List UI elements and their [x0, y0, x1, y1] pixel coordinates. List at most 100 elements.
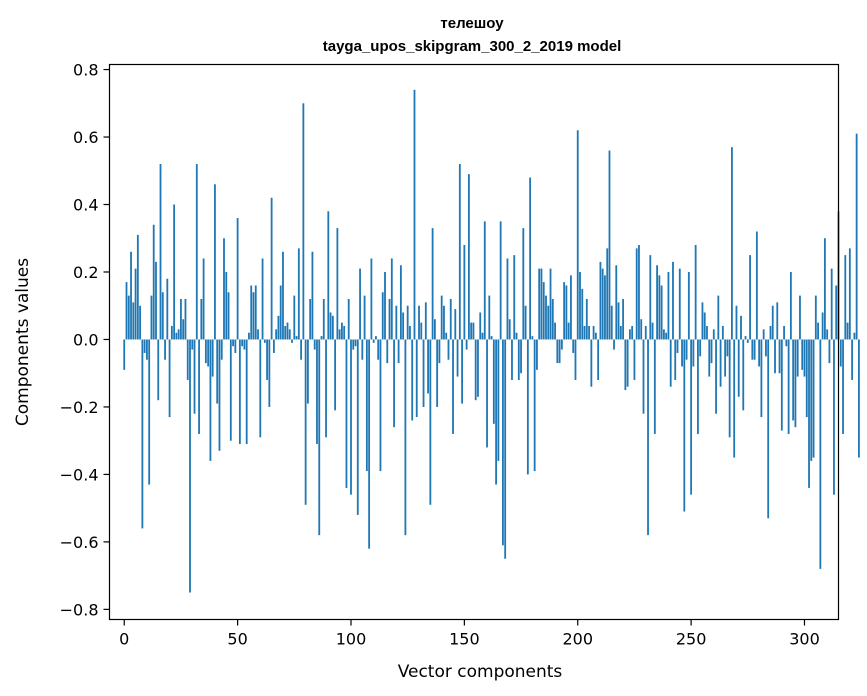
bar-59 — [257, 329, 259, 340]
bar-105 — [361, 339, 364, 360]
bar-179 — [529, 177, 532, 340]
y-tick-label: 0.8 — [73, 61, 98, 80]
bar-257 — [706, 325, 708, 340]
bar-46 — [227, 292, 230, 340]
bar-207 — [592, 325, 595, 340]
bar-267 — [728, 339, 731, 438]
bar-33 — [198, 339, 200, 434]
x-tick-label: 150 — [449, 630, 480, 649]
bar-154 — [472, 322, 475, 340]
bar-124 — [404, 339, 407, 536]
bar-89 — [325, 339, 327, 438]
bar-308 — [821, 312, 824, 340]
bar-250 — [690, 339, 693, 495]
bar-198 — [572, 339, 575, 353]
bar-168 — [504, 339, 507, 559]
bar-140 — [440, 295, 443, 340]
bar-305 — [814, 295, 817, 340]
bar-29 — [189, 339, 191, 593]
bar-58 — [254, 285, 257, 340]
bar-40 — [214, 184, 216, 340]
y-tick-label: 0.6 — [73, 128, 98, 147]
bar-84 — [313, 339, 316, 350]
bar-2 — [127, 295, 130, 340]
bar-271 — [737, 339, 740, 397]
bar-42 — [218, 339, 221, 451]
bar-80 — [304, 339, 307, 505]
bar-94 — [336, 228, 339, 340]
bar-54 — [245, 339, 248, 445]
bar-146 — [454, 309, 457, 340]
bar-133 — [424, 302, 427, 340]
bar-314 — [835, 285, 838, 340]
bar-66 — [272, 339, 275, 353]
bar-173 — [515, 332, 518, 340]
bar-7 — [139, 305, 142, 340]
bar-118 — [390, 258, 393, 340]
bar-24 — [177, 329, 180, 340]
bar-25 — [180, 298, 182, 340]
bar-13 — [152, 224, 155, 340]
bar-280 — [758, 339, 761, 367]
bar-223 — [628, 329, 631, 340]
bar-108 — [368, 339, 371, 549]
bar-74 — [291, 339, 293, 343]
bar-201 — [579, 271, 581, 340]
bar-65 — [270, 197, 273, 340]
bar-212 — [604, 275, 606, 340]
bar-209 — [597, 339, 600, 380]
bar-30 — [191, 339, 194, 350]
bar-210 — [599, 261, 602, 340]
bar-187 — [547, 305, 550, 340]
bar-200 — [576, 130, 579, 340]
bar-310 — [826, 329, 829, 340]
bar-183 — [538, 268, 541, 340]
bar-235 — [656, 265, 658, 340]
bar-164 — [495, 339, 498, 485]
bar-216 — [613, 339, 615, 350]
bar-296 — [794, 339, 797, 428]
bar-274 — [744, 336, 747, 340]
bar-69 — [279, 285, 282, 340]
bar-115 — [384, 271, 386, 340]
bar-134 — [427, 339, 429, 394]
bar-263 — [719, 339, 722, 387]
bar-93 — [334, 339, 337, 411]
bar-229 — [642, 339, 645, 414]
bar-151 — [465, 339, 468, 350]
bar-311 — [828, 339, 831, 364]
bar-98 — [345, 339, 348, 488]
bar-224 — [631, 325, 634, 340]
bar-113 — [379, 339, 382, 472]
bar-231 — [647, 339, 649, 536]
x-tick-label: 300 — [789, 630, 820, 649]
bar-6 — [136, 234, 139, 340]
bar-35 — [202, 258, 205, 340]
bar-218 — [617, 302, 620, 340]
bar-64 — [268, 339, 271, 407]
bar-156 — [477, 339, 479, 397]
bar-114 — [381, 292, 384, 340]
bar-21 — [170, 325, 173, 340]
bar-215 — [610, 305, 613, 340]
bar-19 — [166, 278, 169, 340]
bar-53 — [243, 339, 246, 350]
bar-252 — [694, 245, 697, 340]
bar-182 — [536, 339, 538, 370]
bar-67 — [275, 329, 278, 340]
bar-81 — [307, 339, 309, 404]
bar-103 — [356, 339, 359, 515]
bar-279 — [755, 231, 758, 340]
bar-141 — [443, 305, 445, 340]
bar-251 — [692, 339, 695, 367]
bar-206 — [590, 339, 593, 387]
bar-230 — [644, 325, 647, 340]
bar-135 — [429, 339, 432, 505]
bar-199 — [574, 339, 577, 380]
bar-62 — [263, 339, 266, 343]
bar-165 — [497, 339, 500, 461]
bar-1 — [125, 282, 128, 340]
bar-96 — [341, 322, 343, 340]
bar-321 — [851, 339, 854, 380]
bar-143 — [447, 339, 450, 360]
